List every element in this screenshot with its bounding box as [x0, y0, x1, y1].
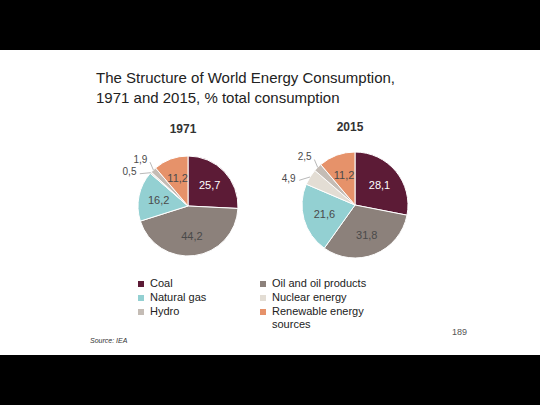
html-text:2015: 2015 — [336, 120, 364, 134]
svg-text:11,2: 11,2 — [167, 172, 188, 184]
svg-text:44,2: 44,2 — [181, 230, 202, 242]
html-text:Coal: Coal — [150, 277, 173, 289]
html-text:Source: IEA: Source: IEA — [90, 337, 128, 344]
html-text:1971 and 2015, % total consump: 1971 and 2015, % total consumption — [96, 89, 340, 106]
html-text:Oil and oil products: Oil and oil products — [272, 277, 367, 289]
svg-text:31,8: 31,8 — [356, 229, 377, 241]
html-text:Natural gas: Natural gas — [150, 291, 207, 303]
html-text:1971: 1971 — [169, 122, 197, 136]
svg-text:16,2: 16,2 — [148, 194, 169, 206]
svg-text:11,2: 11,2 — [334, 169, 355, 181]
svg-text:21,6: 21,6 — [314, 208, 335, 220]
svg-text:0,5: 0,5 — [123, 166, 137, 177]
svg-text:1,9: 1,9 — [134, 154, 148, 165]
svg-text:4,9: 4,9 — [282, 173, 296, 184]
html-text:Hydro: Hydro — [150, 305, 180, 317]
html-text:The Structure of World Energy: The Structure of World Energy Consumptio… — [96, 69, 395, 86]
svg-text:28,1: 28,1 — [369, 179, 390, 191]
html-text:189: 189 — [452, 327, 467, 337]
html-text:Nuclear energy: Nuclear energy — [272, 291, 347, 303]
html-text:Renewable energy sources: Renewable energy sources — [272, 305, 364, 330]
svg-text:25,7: 25,7 — [199, 179, 220, 191]
svg-text:2,5: 2,5 — [298, 151, 312, 162]
